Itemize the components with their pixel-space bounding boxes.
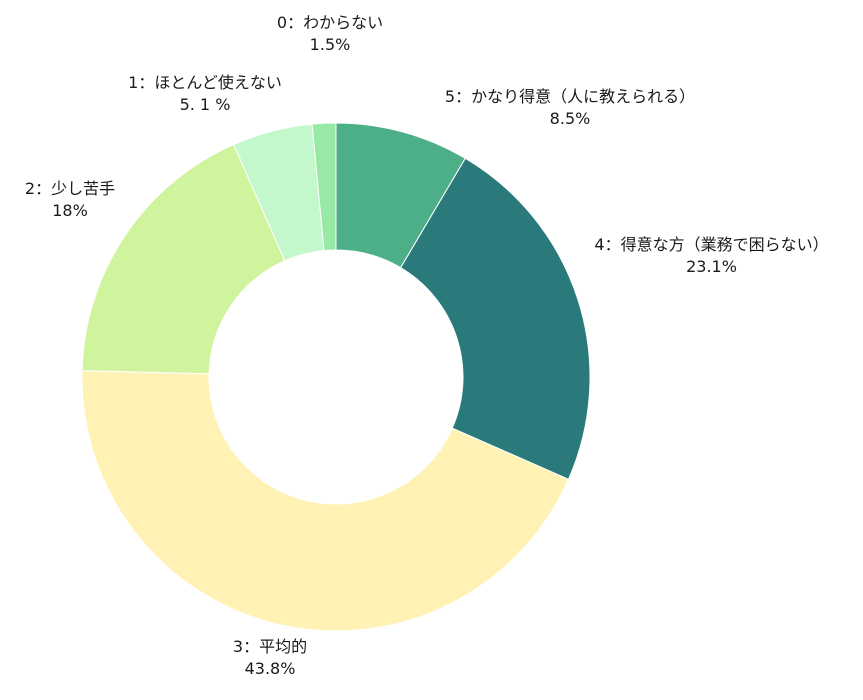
slice-value-1: 5. 1 % bbox=[179, 95, 231, 114]
slice-value-3: 43.8% bbox=[244, 659, 296, 678]
slice-name-3: 3：平均的 bbox=[232, 637, 308, 656]
slice-value-5: 8.5% bbox=[549, 109, 591, 128]
slice-name-5: 5：かなり得意（人に教えられる） bbox=[444, 87, 696, 106]
donut-slice-2 bbox=[81, 370, 570, 632]
slice-label-4: 4：得意な方（業務で困らない） 23.1% bbox=[560, 234, 863, 278]
donut-slice-1 bbox=[399, 157, 591, 480]
slice-label-0: 0：わからない 1.5% bbox=[230, 12, 430, 56]
slice-value-2: 18% bbox=[52, 201, 88, 220]
slice-label-1: 1：ほとんど使えない 5. 1 % bbox=[75, 72, 335, 116]
slice-name-1: 1：ほとんど使えない bbox=[128, 73, 282, 92]
slice-name-4: 4：得意な方（業務で困らない） bbox=[594, 235, 829, 254]
slice-label-5: 5：かなり得意（人に教えられる） 8.5% bbox=[405, 86, 735, 130]
slice-value-0: 1.5% bbox=[309, 35, 351, 54]
donut-slice-5 bbox=[311, 122, 337, 252]
donut-slice-3 bbox=[81, 143, 286, 375]
slice-label-2: 2：少し苦手 18% bbox=[0, 178, 140, 222]
slice-value-4: 23.1% bbox=[686, 257, 737, 276]
slice-label-3: 3：平均的 43.8% bbox=[150, 636, 390, 680]
slice-name-2: 2：少し苦手 bbox=[24, 179, 116, 198]
slice-name-0: 0：わからない bbox=[276, 13, 384, 32]
